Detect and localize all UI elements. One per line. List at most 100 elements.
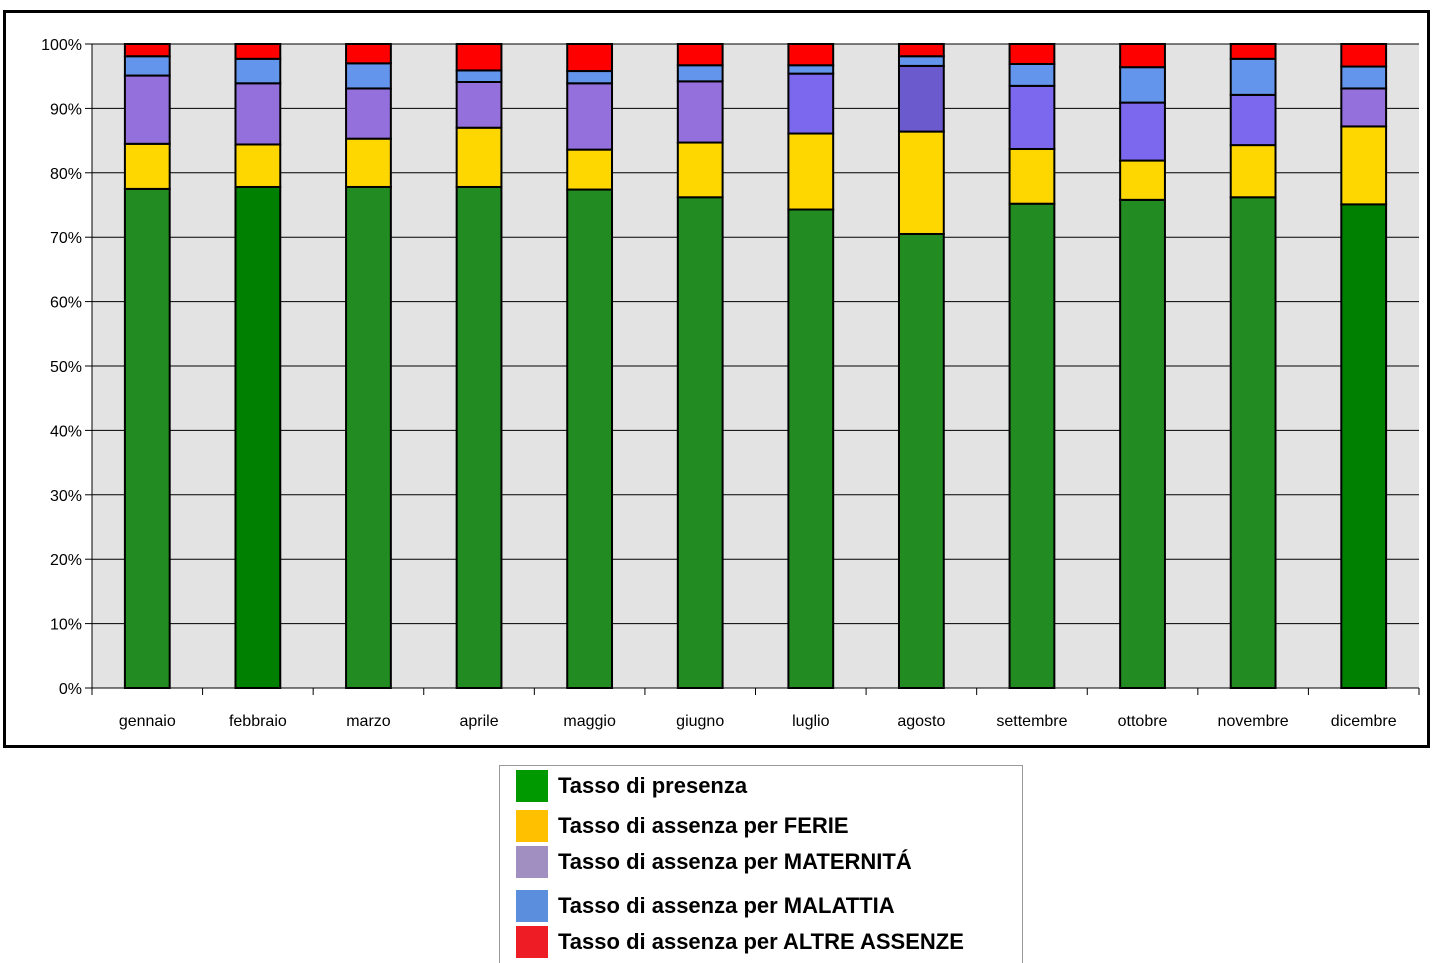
legend-swatch xyxy=(516,926,548,958)
bar-segment-giugno-presenza xyxy=(676,196,724,689)
bar-segment-maggio-maternita xyxy=(566,82,614,151)
y-tick-label: 40% xyxy=(50,423,82,440)
bar-segment-settembre-altre xyxy=(1008,43,1056,65)
legend-swatch xyxy=(516,846,548,878)
bar-segment-novembre-altre xyxy=(1229,43,1277,60)
bar-segment-settembre-ferie xyxy=(1008,147,1056,205)
bar-segment-maggio-ferie xyxy=(566,148,614,191)
y-tick-label: 90% xyxy=(50,101,82,118)
bar-segment-dicembre-ferie xyxy=(1340,125,1388,206)
x-tick-label: luglio xyxy=(792,713,829,730)
x-tick-label: settembre xyxy=(996,713,1067,730)
bar-segment-marzo-malattia xyxy=(345,62,392,90)
bar-segment-agosto-maternita xyxy=(897,64,945,133)
bar-segment-ottobre-malattia xyxy=(1119,66,1166,104)
bar-segment-agosto-presenza xyxy=(897,232,945,689)
bar-segment-dicembre-malattia xyxy=(1340,65,1388,90)
legend-item-ferie: Tasso di assenza per FERIE xyxy=(516,810,849,842)
bar-segment-ottobre-maternita xyxy=(1119,101,1166,162)
bar-segment-gennaio-maternita xyxy=(123,74,171,145)
bar-segment-dicembre-presenza xyxy=(1340,203,1388,690)
bar-segment-marzo-maternita xyxy=(345,87,392,140)
x-tick-label: ottobre xyxy=(1118,713,1168,730)
y-tick-label: 100% xyxy=(41,37,82,54)
legend-swatch xyxy=(516,890,548,922)
bar-segment-agosto-ferie xyxy=(897,130,945,235)
legend-item-altre-assenze: Tasso di assenza per ALTRE ASSENZE xyxy=(516,926,964,958)
x-tick-label: febbraio xyxy=(229,713,287,730)
bar-segment-gennaio-altre xyxy=(123,43,171,58)
y-tick-label: 30% xyxy=(50,488,82,505)
bar-segment-settembre-maternita xyxy=(1008,84,1056,150)
bar-segment-giugno-maternita xyxy=(676,80,724,144)
bar-segment-aprile-altre xyxy=(455,43,503,72)
legend-item-malattia: Tasso di assenza per MALATTIA xyxy=(516,890,895,922)
y-tick-label: 50% xyxy=(50,359,82,376)
bar-segment-settembre-presenza xyxy=(1008,202,1056,689)
x-tick-label: aprile xyxy=(459,713,498,730)
bars xyxy=(123,43,1388,690)
bar-segment-luglio-ferie xyxy=(787,132,835,211)
bar-segment-gennaio-ferie xyxy=(123,142,171,190)
legend-label: Tasso di assenza per FERIE xyxy=(558,813,849,838)
y-tick-label: 80% xyxy=(50,166,82,183)
y-tick-label: 70% xyxy=(50,230,82,247)
bar-segment-agosto-malattia xyxy=(897,55,945,67)
chart-frame: 0% 10% 20% 30% 40% 50% 60% 70% 80% 90% 100% gennaio… xyxy=(3,10,1430,748)
bar-segment-dicembre-maternita xyxy=(1340,87,1388,128)
bar-segment-novembre-presenza xyxy=(1229,196,1277,689)
bar-segment-novembre-ferie xyxy=(1229,144,1277,199)
legend: Tasso di presenza Tasso di assenza per F… xyxy=(499,765,1023,963)
x-tick-label: dicembre xyxy=(1331,713,1397,730)
axes: 0% 10% 20% 30% 40% 50% 60% 70% 80% 90% 100% gennaio… xyxy=(41,37,1420,730)
legend-item-maternita: Tasso di assenza per MATERNITÁ xyxy=(516,846,912,878)
bar-segment-febbraio-malattia xyxy=(234,57,282,85)
bar-segment-settembre-malattia xyxy=(1008,62,1056,87)
bar-segment-marzo-ferie xyxy=(345,137,392,188)
bar-segment-ottobre-presenza xyxy=(1119,198,1166,690)
bar-segment-ottobre-ferie xyxy=(1119,159,1166,201)
bar-segment-aprile-maternita xyxy=(455,80,503,129)
bar-segment-aprile-presenza xyxy=(455,185,503,690)
x-tick-label: maggio xyxy=(563,713,616,730)
x-tick-label: marzo xyxy=(346,713,391,730)
y-tick-label: 60% xyxy=(50,295,82,312)
bar-segment-maggio-presenza xyxy=(566,188,614,689)
bar-segment-gennaio-presenza xyxy=(123,187,171,689)
bar-segment-luglio-malattia xyxy=(787,64,835,75)
y-tick-label: 20% xyxy=(50,552,82,569)
bar-segment-maggio-altre xyxy=(566,43,614,73)
bar-segment-agosto-altre xyxy=(897,43,945,58)
y-tick-label: 10% xyxy=(50,617,82,634)
y-tick-label: 0% xyxy=(59,681,82,698)
bar-segment-luglio-altre xyxy=(787,43,835,67)
legend-swatch xyxy=(516,770,548,802)
bar-segment-marzo-altre xyxy=(345,43,392,65)
bar-segment-maggio-malattia xyxy=(566,70,614,85)
x-tick-label: gennaio xyxy=(119,713,176,730)
gridlines xyxy=(92,43,1419,625)
bar-segment-novembre-maternita xyxy=(1229,93,1277,147)
stacked-bar-chart: 0% 10% 20% 30% 40% 50% 60% 70% 80% 90% 100% gennaio… xyxy=(41,37,1420,730)
legend-item-presenza: Tasso di presenza xyxy=(516,770,747,802)
bar-segment-aprile-malattia xyxy=(455,69,503,83)
bar-segment-luglio-maternita xyxy=(787,72,835,135)
legend-label: Tasso di assenza per ALTRE ASSENZE xyxy=(558,929,964,954)
legend-label: Tasso di presenza xyxy=(558,773,748,798)
bar-segment-giugno-altre xyxy=(676,43,724,67)
bar-segment-novembre-malattia xyxy=(1229,57,1277,96)
x-tick-label: giugno xyxy=(676,713,724,730)
bar-segment-giugno-malattia xyxy=(676,64,724,83)
bar-segment-aprile-ferie xyxy=(455,126,503,188)
bar-segment-marzo-presenza xyxy=(345,185,392,690)
bar-segment-febbraio-altre xyxy=(234,43,282,60)
bar-segment-luglio-presenza xyxy=(787,208,835,689)
legend-swatch xyxy=(516,810,548,842)
bar-segment-gennaio-malattia xyxy=(123,55,171,77)
x-tick-label: agosto xyxy=(897,713,945,730)
legend-label: Tasso di assenza per MATERNITÁ xyxy=(558,849,912,874)
x-tick-label: novembre xyxy=(1218,713,1289,730)
bar-segment-febbraio-maternita xyxy=(234,82,282,146)
legend-label: Tasso di assenza per MALATTIA xyxy=(558,893,895,918)
bar-segment-febbraio-ferie xyxy=(234,143,282,188)
